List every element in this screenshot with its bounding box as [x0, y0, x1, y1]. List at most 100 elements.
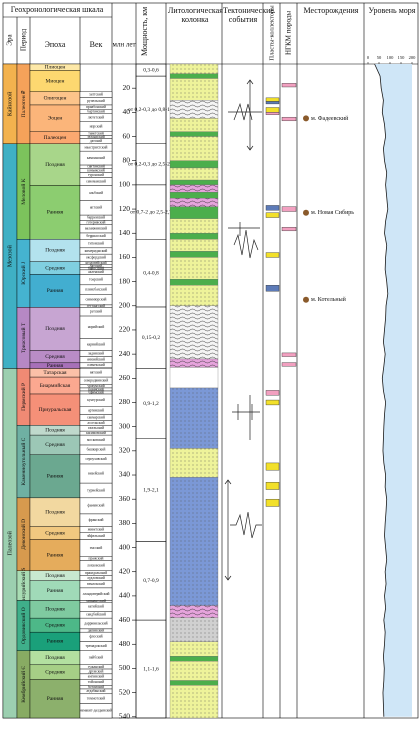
- age-label: танетский: [88, 131, 104, 135]
- y-tick-label: 500: [119, 663, 131, 672]
- y-tick-label: 120: [119, 204, 131, 213]
- age-label: сакмарский: [87, 415, 105, 419]
- lithology-pattern: [170, 617, 218, 642]
- epoch: [29, 679, 81, 719]
- period-label: Ордовикский O: [20, 607, 27, 644]
- epoch-label: Средняя: [45, 265, 65, 271]
- epoch: [29, 539, 81, 571]
- reservoir: [265, 462, 280, 471]
- age-label: тоарский: [89, 277, 103, 281]
- lithology-pattern: [170, 656, 218, 662]
- age-label: лохковский: [87, 564, 105, 568]
- age-label: альбский: [89, 191, 103, 195]
- age: [79, 703, 113, 719]
- age-label: пайбский: [89, 656, 104, 660]
- title: Геохронологическая шкала: [11, 5, 104, 14]
- epoch-label: Ранняя: [47, 363, 64, 369]
- y-tick-label: 40: [123, 107, 131, 116]
- age-label: келловейский: [85, 261, 106, 265]
- age-label: артинский: [88, 408, 104, 412]
- y-tick-label: 80: [123, 155, 131, 164]
- header-era: Эра: [6, 33, 14, 45]
- header-ma: млн лет: [112, 41, 135, 49]
- era-label: Мезозой: [6, 244, 13, 267]
- epoch-label: Палеоцен: [44, 135, 67, 141]
- age-label: серпуховский: [85, 457, 106, 461]
- lithology-pattern: [170, 73, 218, 79]
- sea-tick-label: 200: [409, 55, 417, 60]
- age-label: франский: [89, 518, 104, 522]
- epoch-label: Плиоцен: [45, 64, 66, 70]
- y-tick-label: 380: [119, 518, 131, 527]
- lithology-pattern: [170, 257, 218, 280]
- ngkm-rock: [281, 83, 297, 88]
- lithology-pattern: [170, 64, 218, 74]
- epoch-label: Биармийская: [40, 382, 71, 389]
- lithology-pattern: [170, 305, 218, 359]
- y-tick-label: 420: [119, 566, 131, 575]
- y-tick-label: 260: [119, 373, 131, 382]
- lithology-pattern: [170, 387, 218, 449]
- age-label: датский: [90, 139, 102, 143]
- y-tick-label: 180: [119, 276, 131, 285]
- reservoir: [265, 252, 280, 258]
- age-label: эйфельский: [87, 534, 105, 538]
- lithology-pattern: [170, 100, 218, 119]
- age-label: рэтский: [90, 310, 102, 314]
- lithology-pattern: [170, 131, 218, 137]
- header-age: Век: [90, 40, 103, 49]
- epoch-label: Олигоцен: [44, 96, 67, 102]
- thickness-label: от 0,2-0,3 до 0,8-1,2: [128, 107, 174, 113]
- epoch: [29, 393, 81, 426]
- y-tick-label: 340: [119, 470, 131, 479]
- age-label: уржумский: [87, 384, 104, 388]
- lithology-pattern: [170, 641, 218, 657]
- thickness-label: от 0,7-2 до 2,5-2,7: [130, 209, 172, 215]
- epoch: [29, 307, 81, 351]
- y-tick-label: 100: [119, 180, 131, 189]
- age-label: барремский: [87, 216, 105, 220]
- era-label: Кайнозой: [6, 91, 13, 116]
- header-reservoirs: Пласты-коллекторы: [268, 5, 275, 61]
- age-label: дапинский: [88, 628, 104, 632]
- sea-level-curve: [374, 63, 389, 717]
- y-tick-label: 440: [119, 591, 131, 600]
- lithology-pattern: [170, 118, 218, 132]
- period-label: Юрский J: [20, 261, 27, 285]
- period-label: Каменноугольный C: [20, 437, 27, 485]
- y-tick-label: 460: [119, 615, 131, 624]
- age-label: коньякский: [87, 168, 104, 172]
- age-label: тойонский: [88, 680, 104, 684]
- thickness-label: 0,7-0,9: [143, 578, 159, 584]
- age-label: ассельский: [87, 421, 104, 425]
- epoch-label: Поздняя: [45, 510, 65, 516]
- sea-level-area: [374, 64, 412, 717]
- age-label: амгинский: [88, 674, 104, 678]
- thickness-label: 0,4-0,8: [143, 270, 159, 276]
- field-marker: [303, 209, 309, 216]
- epoch: [29, 104, 81, 132]
- epoch-label: Приуральская: [39, 407, 72, 413]
- sea-tick-label: 150: [398, 55, 406, 60]
- epoch-label: Средняя: [45, 530, 65, 536]
- lithology-pattern: [170, 477, 218, 606]
- ngkm-rock: [281, 352, 297, 357]
- lithology-pattern: [170, 358, 218, 368]
- age-label: касимовский: [86, 431, 106, 435]
- y-tick-label: 20: [123, 83, 131, 92]
- age-label: лютетский: [88, 116, 104, 120]
- age-label: вятский: [90, 371, 102, 375]
- age-label: титонский: [88, 241, 104, 245]
- thickness-interval: [135, 619, 167, 719]
- period-label: Меловой K: [20, 178, 27, 204]
- field-marker: [303, 115, 309, 122]
- reservoir: [265, 112, 280, 115]
- age-label: казанский: [88, 387, 103, 391]
- sea-tick-label: 50: [377, 55, 382, 60]
- age-label: кунгурский: [87, 398, 105, 402]
- epoch: [29, 454, 81, 499]
- age-label: туронский: [88, 173, 104, 177]
- age-label: приабонский: [86, 105, 106, 109]
- ngkm-rock: [281, 116, 297, 122]
